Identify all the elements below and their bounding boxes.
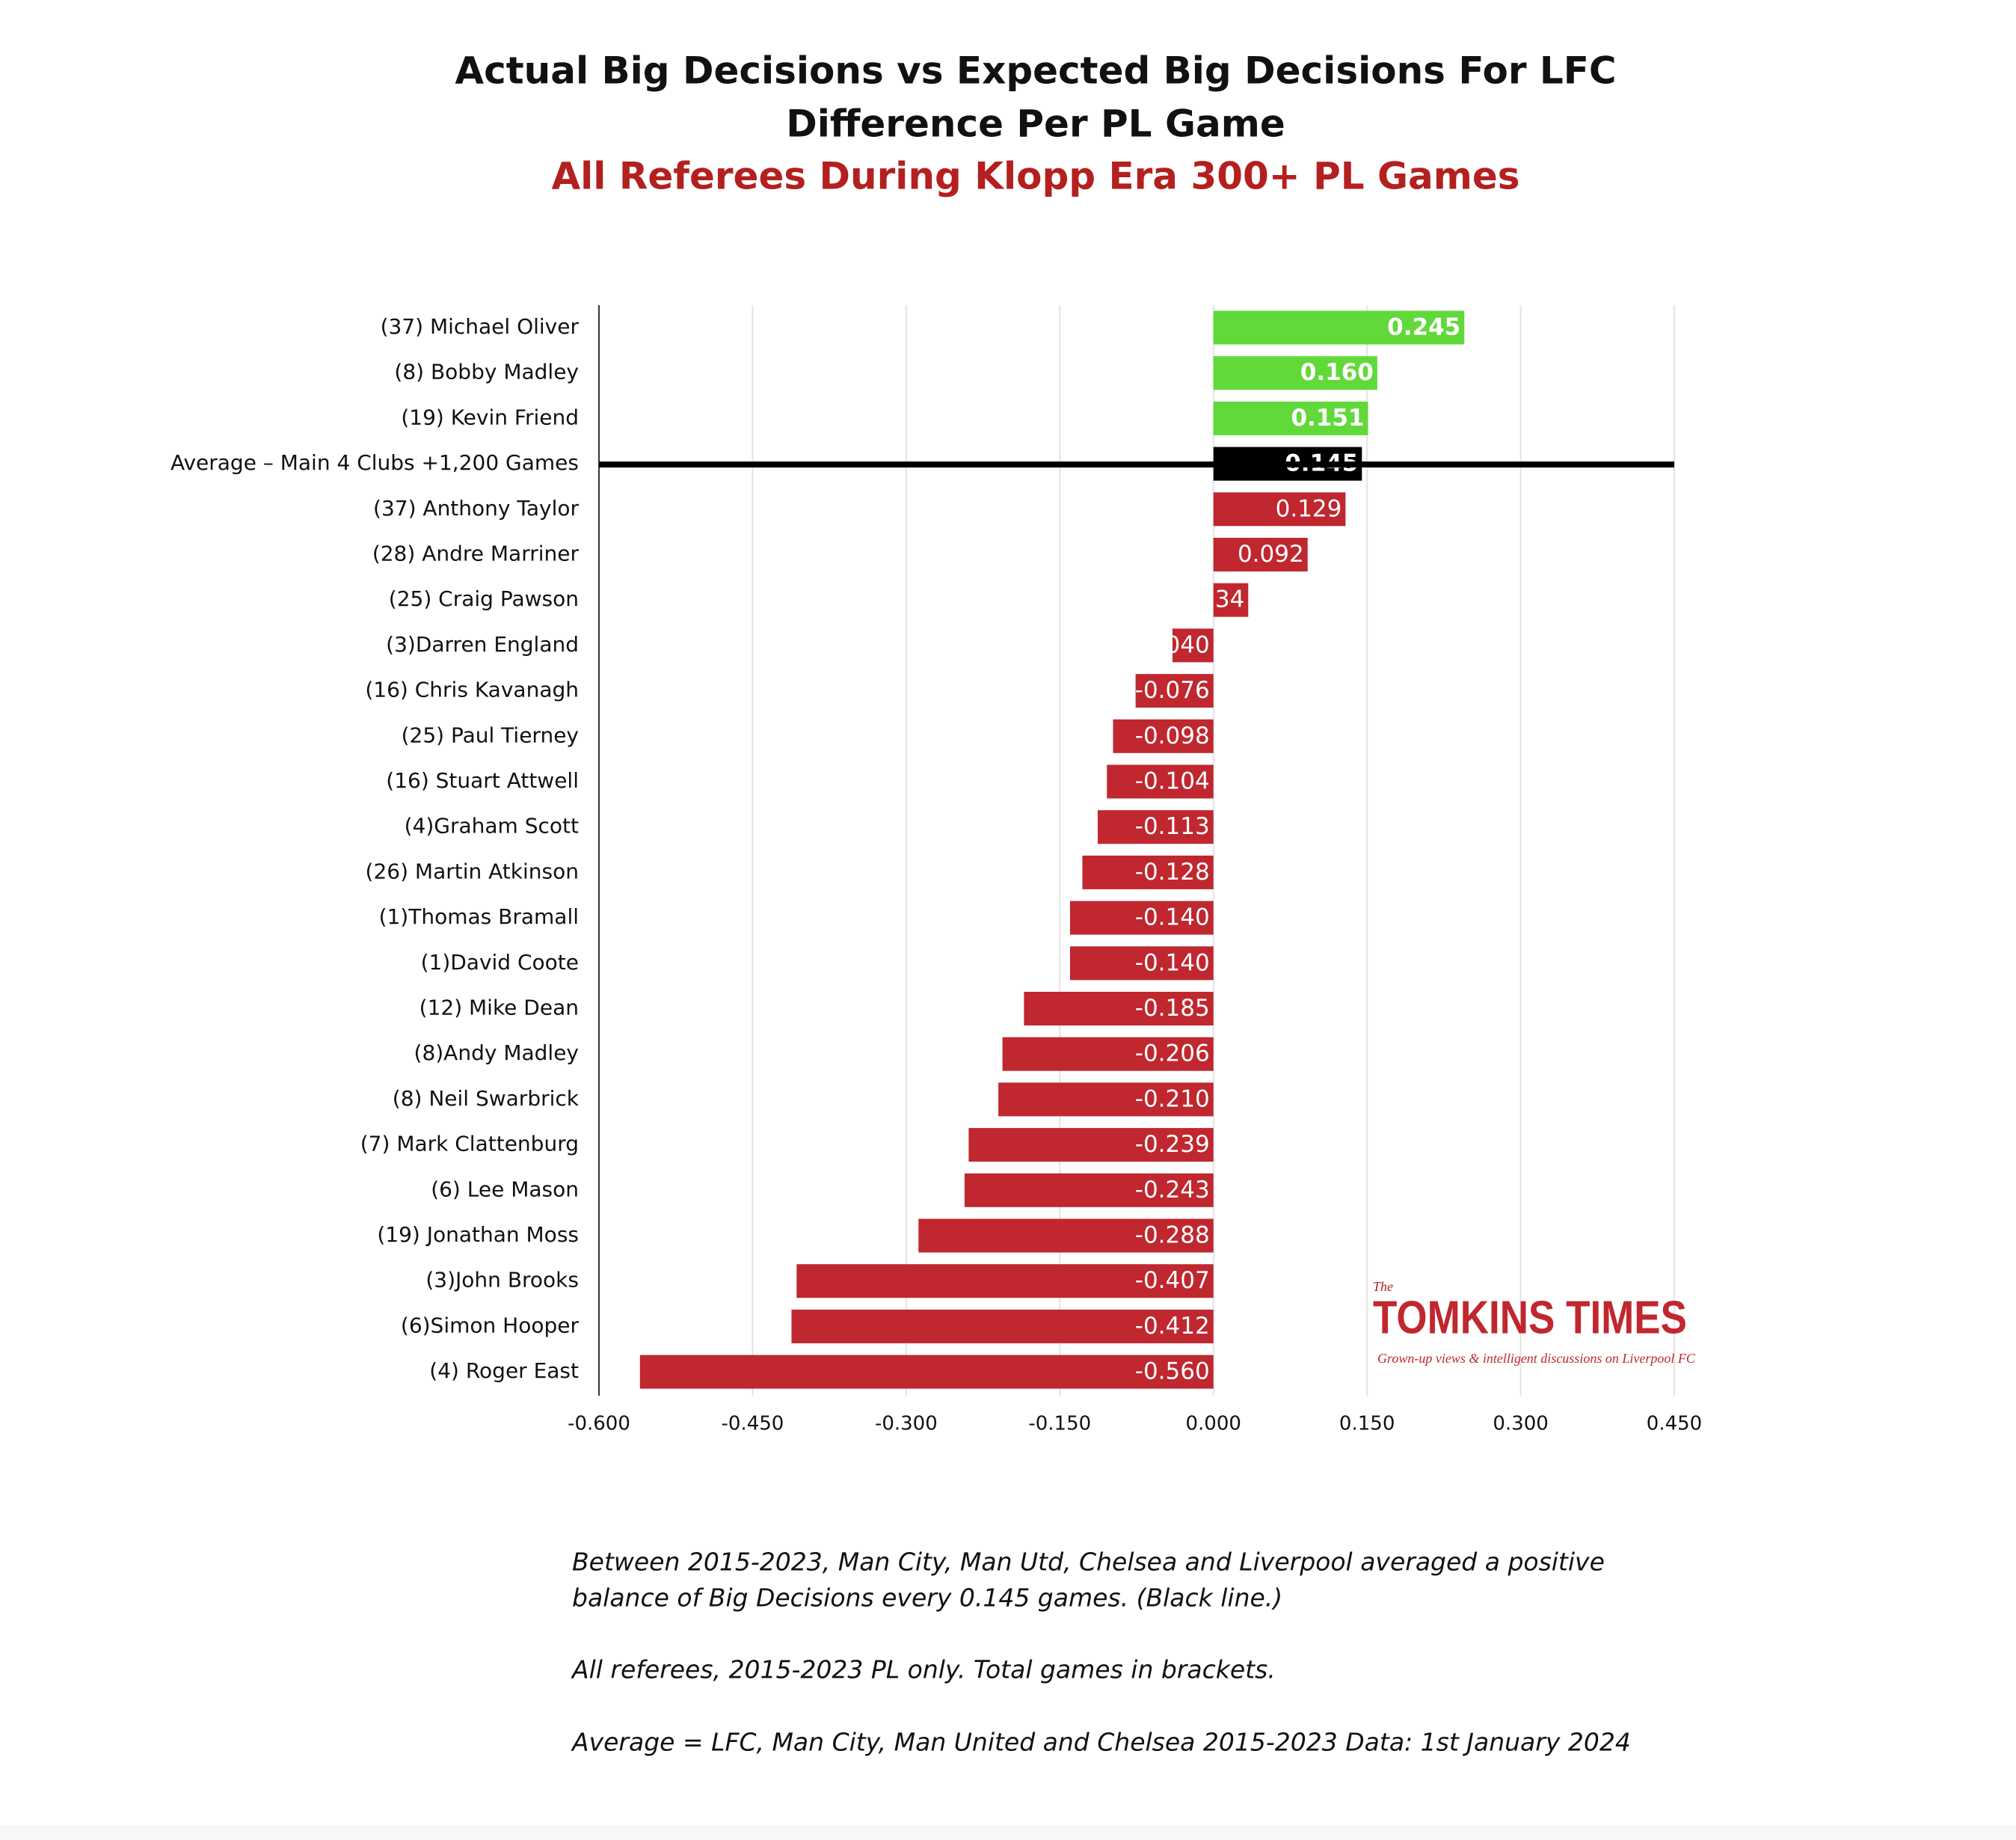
y-tick-label: (6) Lee Mason	[431, 1177, 579, 1201]
bar	[1002, 1037, 1214, 1071]
bar	[1213, 401, 1368, 435]
x-tick-label: -0.150	[1028, 1413, 1091, 1435]
value-label: -0.098	[1135, 723, 1210, 749]
chart-title: Actual Big Decisions vs Expected Big Dec…	[455, 49, 1616, 93]
value-label: -0.210	[1135, 1085, 1210, 1112]
bar	[1069, 901, 1214, 935]
bar	[998, 1082, 1214, 1117]
value-label: -0.040	[1135, 631, 1210, 658]
chart-subtitle: All Referees During Klopp Era 300+ PL Ga…	[551, 155, 1519, 198]
value-label: -0.128	[1135, 859, 1210, 886]
note: balance of Big Decisions every 0.145 gam…	[572, 1583, 1282, 1613]
x-tick-label: 0.300	[1493, 1413, 1548, 1435]
y-tick-label: (37) Anthony Taylor	[373, 496, 579, 521]
y-tick-label: (28) Andre Marriner	[372, 542, 580, 566]
y-tick-label: (1)David Coote	[421, 950, 579, 975]
value-label: -0.407	[1135, 1267, 1210, 1294]
y-tick-label: (25) Paul Tierney	[402, 723, 579, 747]
logo-tagline: Grown-up views & intelligent discussions…	[1377, 1351, 1696, 1366]
y-tick-label: (3)John Brooks	[425, 1268, 579, 1292]
y-tick-label: (4) Roger East	[429, 1358, 579, 1383]
bar	[1082, 855, 1214, 889]
y-tick-label: (19) Kevin Friend	[401, 405, 579, 429]
y-tick-label: (3)Darren England	[386, 632, 579, 657]
value-label: -0.076	[1135, 677, 1210, 704]
x-tick-label: 0.450	[1647, 1413, 1702, 1435]
note: Average = LFC, Man City, Man United and …	[571, 1728, 1631, 1757]
bar	[1113, 719, 1214, 753]
footer-strip	[0, 1825, 2016, 1840]
note: All referees, 2015-2023 PL only. Total g…	[571, 1655, 1276, 1684]
note: Between 2015-2023, Man City, Man Utd, Ch…	[572, 1548, 1605, 1577]
bar	[964, 1173, 1214, 1207]
y-tick-label: (4)Graham Scott	[405, 814, 579, 838]
value-label: 0.034	[1178, 586, 1245, 613]
value-label: -0.206	[1135, 1040, 1210, 1067]
value-label: -0.140	[1135, 904, 1210, 931]
bar	[1213, 492, 1346, 527]
y-tick-label: Average – Main 4 Clubs +1,200 Games	[170, 450, 579, 475]
y-tick-label: (6)Simon Hooper	[401, 1313, 580, 1337]
value-label: 0.092	[1238, 541, 1304, 568]
logo: The TOMKINS TIMES Grown-up views & intel…	[1373, 1279, 1696, 1366]
chart-subtitle: Difference Per PL Game	[786, 102, 1285, 146]
bar	[1172, 628, 1214, 663]
y-tick-label: (8) Bobby Madley	[394, 360, 579, 384]
x-tick-label: -0.450	[722, 1413, 784, 1435]
bar	[791, 1309, 1214, 1343]
value-label: 0.160	[1300, 359, 1374, 386]
value-label: 0.245	[1387, 314, 1460, 341]
x-tick-label: -0.600	[568, 1413, 630, 1435]
bar	[968, 1128, 1214, 1162]
y-tick-label: (1)Thomas Bramall	[379, 904, 579, 929]
bar	[796, 1264, 1214, 1298]
bar	[1024, 992, 1214, 1025]
bar	[1069, 946, 1214, 981]
y-tick-label: (26) Martin Atkinson	[366, 859, 579, 883]
bar	[1135, 674, 1214, 708]
x-tick-label: 0.000	[1185, 1413, 1241, 1435]
value-label: -0.288	[1135, 1222, 1210, 1249]
y-tick-label: (7) Mark Clattenburg	[360, 1132, 579, 1156]
y-tick-label: (8)Andy Madley	[414, 1040, 579, 1065]
y-tick-label: (25) Craig Pawson	[389, 586, 579, 611]
x-tick-label: -0.300	[875, 1413, 938, 1435]
bar	[1097, 810, 1214, 844]
bar	[639, 1355, 1214, 1389]
bar	[1213, 583, 1249, 617]
y-tick-label: (16) Chris Kavanagh	[365, 678, 579, 702]
x-tick-label: 0.150	[1339, 1413, 1395, 1435]
bar	[1107, 764, 1214, 799]
value-label: -0.113	[1135, 813, 1210, 840]
value-label: 0.129	[1276, 495, 1342, 522]
value-label: 0.151	[1291, 405, 1364, 432]
y-tick-label: (12) Mike Dean	[420, 996, 579, 1020]
value-label: -0.560	[1135, 1358, 1210, 1385]
y-tick-label: (19) Jonathan Moss	[377, 1222, 579, 1247]
value-label: -0.239	[1135, 1131, 1210, 1158]
value-label: -0.243	[1135, 1177, 1210, 1203]
y-tick-label: (8) Neil Swarbrick	[393, 1086, 580, 1111]
y-tick-label: (16) Stuart Attwell	[386, 768, 579, 793]
logo-small: The	[1373, 1279, 1393, 1294]
value-label: -0.185	[1135, 995, 1210, 1022]
bar	[1213, 356, 1377, 390]
value-label: -0.104	[1135, 768, 1210, 795]
value-label: -0.140	[1135, 949, 1210, 976]
bar	[918, 1218, 1214, 1253]
y-tick-label: (37) Michael Oliver	[381, 314, 580, 339]
plot: -0.600 -0.450 -0.300 -0.150 0.000 0.150 0.300 0…	[170, 305, 1702, 1435]
bar	[1213, 538, 1308, 571]
value-label: -0.412	[1135, 1313, 1210, 1340]
logo-name: TOMKINS TIMES	[1373, 1292, 1687, 1343]
bar	[1213, 310, 1465, 345]
